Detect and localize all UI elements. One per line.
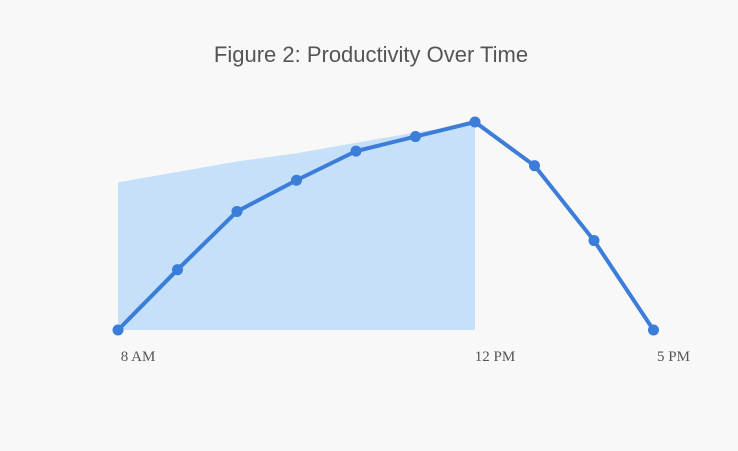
line [116, 120, 656, 332]
x-tick-label: 12 PM [475, 349, 515, 365]
point [410, 131, 421, 143]
point [529, 160, 540, 172]
point [112, 324, 124, 336]
point [231, 205, 243, 217]
point [291, 174, 302, 186]
point [350, 145, 362, 157]
point [172, 264, 183, 276]
x-tick-label: 5 PM [657, 349, 690, 365]
point [588, 235, 600, 247]
shaded-area [118, 124, 475, 330]
chart-title: Figure 2: Productivity Over Time [214, 42, 528, 67]
point [648, 324, 659, 336]
x-tick-label: 8 AM [121, 349, 156, 365]
point [469, 116, 481, 128]
